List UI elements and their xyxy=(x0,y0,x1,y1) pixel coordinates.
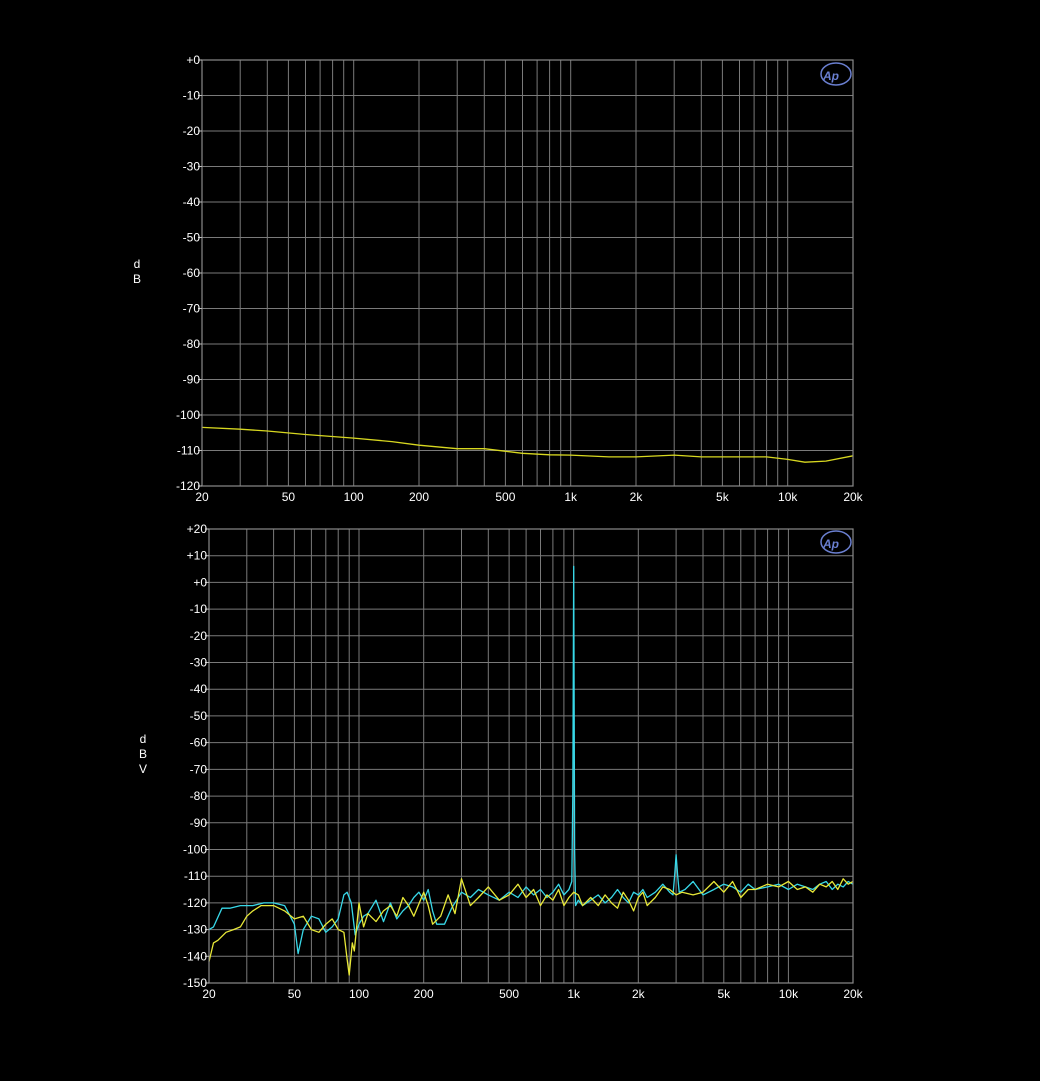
x-tick-label: 20 xyxy=(202,987,216,1001)
x-tick-label: 20 xyxy=(195,490,209,504)
y-tick-label: -50 xyxy=(183,231,201,245)
x-tick-label: 1k xyxy=(564,490,578,504)
chart-bottom: +20 +10 +0 -10 -20 -30 -40 -50 -60 -70 -80 -90 -100 -… xyxy=(139,522,864,1001)
y-tick-label: -90 xyxy=(183,373,201,387)
x-tick-label: 500 xyxy=(499,987,519,1001)
y-tick-label: -150 xyxy=(183,976,207,990)
y-tick-label: -60 xyxy=(190,736,208,750)
y-tick-label: -30 xyxy=(190,656,208,670)
chart-top-grid xyxy=(202,59,853,487)
y-tick-label: -20 xyxy=(183,124,201,138)
series-line-1 xyxy=(201,426,854,463)
x-tick-label: 10k xyxy=(778,490,798,504)
x-tick-label: 20k xyxy=(843,490,863,504)
chart-bottom-logo: Ap xyxy=(820,530,852,554)
x-tick-label: 1k xyxy=(567,987,581,1001)
y-tick-label: -110 xyxy=(177,444,200,458)
chart-top-logo: Ap xyxy=(820,62,852,86)
y-tick-label: -10 xyxy=(183,89,201,103)
x-tick-label: 200 xyxy=(409,490,429,504)
x-tick-label: 50 xyxy=(282,490,296,504)
y-tick-label: -120 xyxy=(183,896,207,910)
y-tick-label: -40 xyxy=(183,195,201,209)
y-tick-label: -90 xyxy=(190,816,208,830)
chart-bottom-lines xyxy=(208,565,854,976)
chart-top: +0 -10 -20 -30 -40 -50 -60 -70 -80 -90 -100 -110 -12… xyxy=(133,53,864,504)
x-tick-label: 100 xyxy=(344,490,364,504)
y-tick-label: +10 xyxy=(187,549,208,563)
y-tick-label: -50 xyxy=(190,709,208,723)
ap-logo-ring xyxy=(820,62,852,86)
y-tick-label: -110 xyxy=(184,869,207,883)
x-tick-label: 500 xyxy=(495,490,515,504)
y-tick-label: -40 xyxy=(190,682,208,696)
x-tick-label: 10k xyxy=(779,987,799,1001)
y-tick-label: -130 xyxy=(183,923,207,937)
x-tick-label: 50 xyxy=(288,987,302,1001)
chart-bottom-xticks: 20 50 100 200 500 1k 2k 5k 10k 20k xyxy=(202,987,863,1001)
y-tick-label: -20 xyxy=(190,629,208,643)
chart-top-xticks: 20 50 100 200 500 1k 2k 5k 10k 20k xyxy=(195,490,863,504)
y-tick-label: -100 xyxy=(183,843,207,857)
y-tick-label: -10 xyxy=(190,602,208,616)
y-tick-label: -30 xyxy=(183,160,201,174)
y-tick-label: +20 xyxy=(187,522,208,536)
ap-logo-text: Ap xyxy=(822,69,839,83)
y-tick-label: -80 xyxy=(190,789,208,803)
chart-top-lines xyxy=(201,426,854,463)
y-tick-label: -80 xyxy=(183,337,201,351)
chart-top-yticks: +0 -10 -20 -30 -40 -50 -60 -70 -80 -90 -100 -110 -12… xyxy=(176,53,202,493)
x-tick-label: 200 xyxy=(414,987,434,1001)
x-tick-label: 2k xyxy=(632,987,646,1001)
y-tick-label: +0 xyxy=(193,575,207,589)
y-tick-label: -60 xyxy=(183,266,201,280)
ap-logo-ring xyxy=(820,530,852,554)
y-tick-label: -140 xyxy=(183,949,207,963)
y-tick-label: -120 xyxy=(176,479,200,493)
series-line-2 xyxy=(208,878,854,976)
x-tick-label: 5k xyxy=(716,490,730,504)
chart-bottom-grid xyxy=(209,528,853,984)
chart-bottom-frame xyxy=(208,528,854,984)
chart-bottom-yticks: +20 +10 +0 -10 -20 -30 -40 -50 -60 -70 -80 -90 -100 -… xyxy=(183,522,209,990)
y-tick-label: -100 xyxy=(176,408,200,422)
x-tick-label: 2k xyxy=(630,490,644,504)
y-tick-label: +0 xyxy=(186,53,200,67)
ap-logo-text: Ap xyxy=(822,537,839,551)
x-tick-label: 5k xyxy=(717,987,731,1001)
y-tick-label: -70 xyxy=(190,762,208,776)
x-tick-label: 100 xyxy=(349,987,369,1001)
x-tick-label: 20k xyxy=(843,987,863,1001)
y-tick-label: -70 xyxy=(183,302,201,316)
series-line-1 xyxy=(208,565,854,955)
